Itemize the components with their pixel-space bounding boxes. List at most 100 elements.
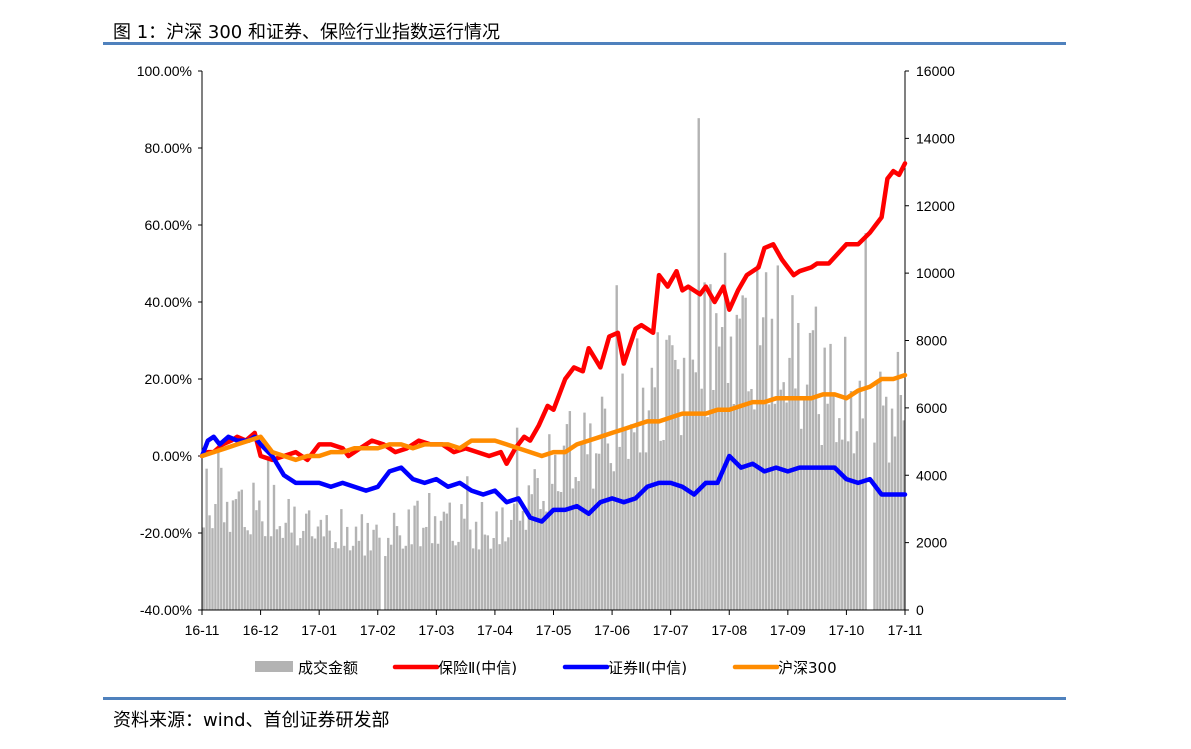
volume-bar <box>574 477 577 610</box>
volume-bar <box>395 526 399 610</box>
volume-bar <box>471 548 475 610</box>
volume-bar <box>548 434 551 610</box>
volume-bar <box>773 403 777 610</box>
volume-bar <box>662 439 665 610</box>
y-right-tick-label: 8000 <box>916 333 947 349</box>
volume-bar <box>545 511 548 610</box>
x-tick-label: 17-03 <box>418 622 454 638</box>
volume-bar <box>322 536 325 610</box>
volume-bar <box>592 488 595 610</box>
volume-bar <box>595 453 598 610</box>
volume-bar <box>512 503 516 610</box>
volume-bar <box>723 252 727 611</box>
y-right-tick-label: 2000 <box>916 535 947 551</box>
volume-bar <box>589 423 592 610</box>
volume-bar <box>524 529 528 610</box>
volume-bar <box>586 454 589 610</box>
y-right-tick-label: 12000 <box>916 198 955 214</box>
volume-bar <box>835 442 838 610</box>
insurance-line <box>199 161 908 466</box>
volume-bar <box>779 389 782 610</box>
volume-bar <box>893 436 897 610</box>
volume-bar <box>764 272 768 610</box>
x-tick-label: 17-09 <box>770 622 806 638</box>
figure-title: 图 1：沪深 300 和证券、保险行业指数运行情况 <box>113 22 500 43</box>
volume-bar <box>530 494 533 610</box>
volume-bar <box>363 555 367 610</box>
volume-bar <box>208 515 211 610</box>
volume-bar <box>334 542 337 610</box>
volume-bar <box>551 483 554 610</box>
volume-bar <box>732 404 736 610</box>
volume-bar <box>278 526 282 610</box>
volume-bar <box>477 549 481 610</box>
volume-bar <box>466 476 469 610</box>
volume-bar <box>445 513 449 610</box>
volume-bar <box>838 418 841 610</box>
volume-bar <box>480 501 484 610</box>
volume-bar <box>536 478 539 610</box>
volume-bar <box>249 534 252 610</box>
volume-bar <box>679 435 683 610</box>
volume-bar <box>425 526 428 610</box>
volume-bar <box>761 317 765 610</box>
y-left-tick-label: 0.00% <box>152 448 192 464</box>
volume-bar <box>325 515 328 610</box>
volume-bar <box>202 527 205 610</box>
volume-bar <box>624 427 627 610</box>
bottom-rule <box>103 697 1066 700</box>
volume-bar <box>272 484 276 610</box>
volume-bar <box>305 513 308 610</box>
volume-bar <box>533 469 536 610</box>
volume-bar <box>846 441 850 610</box>
securities-line <box>199 434 908 524</box>
y-left-tick-label: 40.00% <box>145 294 192 310</box>
volume-bar <box>750 388 753 610</box>
volume-bar <box>858 380 862 610</box>
volume-bar <box>641 387 645 610</box>
volume-bar <box>495 511 498 610</box>
volume-bar <box>252 482 255 610</box>
volume-bar <box>331 547 334 610</box>
hs300-line <box>199 372 908 463</box>
volume-bar <box>407 509 410 610</box>
volume-bar <box>559 492 563 610</box>
volume-bar <box>430 543 434 610</box>
volume-bar <box>703 282 706 610</box>
volume-bar <box>603 408 607 610</box>
volume-bar <box>805 384 809 610</box>
volume-bar <box>340 509 343 610</box>
x-tick-label: 17-02 <box>360 622 396 638</box>
volume-bar <box>492 538 495 610</box>
volume-bar <box>398 535 402 610</box>
volume-bar <box>515 427 519 610</box>
legend-securities-label: 证券Ⅱ(中信) <box>608 659 687 677</box>
volume-bar <box>794 388 797 610</box>
volume-bar <box>360 514 364 610</box>
volume-bar <box>246 530 249 610</box>
top-rule <box>103 42 1066 45</box>
source-note: 资料来源：wind、首创证券研发部 <box>113 710 390 731</box>
volume-bar <box>791 295 794 610</box>
volume-bar <box>401 548 405 610</box>
volume-bar <box>609 463 613 610</box>
volume-bar <box>255 510 258 610</box>
x-tick-label: 17-06 <box>594 622 630 638</box>
volume-bar <box>302 530 305 610</box>
y-left-tick-label: 80.00% <box>145 140 192 156</box>
volume-bar <box>554 454 557 610</box>
volume-bar <box>258 500 261 610</box>
volume-bar <box>384 556 387 610</box>
volume-bar <box>542 500 545 610</box>
volume-bar <box>351 545 355 610</box>
volume-bar <box>422 527 425 610</box>
volume-bar <box>539 509 542 610</box>
y-right-tick-label: 10000 <box>916 265 955 281</box>
volume-bar <box>354 526 358 610</box>
volume-bar <box>682 357 686 610</box>
volume-bar <box>214 504 217 610</box>
volume-bar <box>668 335 671 610</box>
volume-bar <box>887 462 891 610</box>
volume-bar <box>290 532 293 610</box>
x-tick-label: 17-10 <box>829 622 865 638</box>
